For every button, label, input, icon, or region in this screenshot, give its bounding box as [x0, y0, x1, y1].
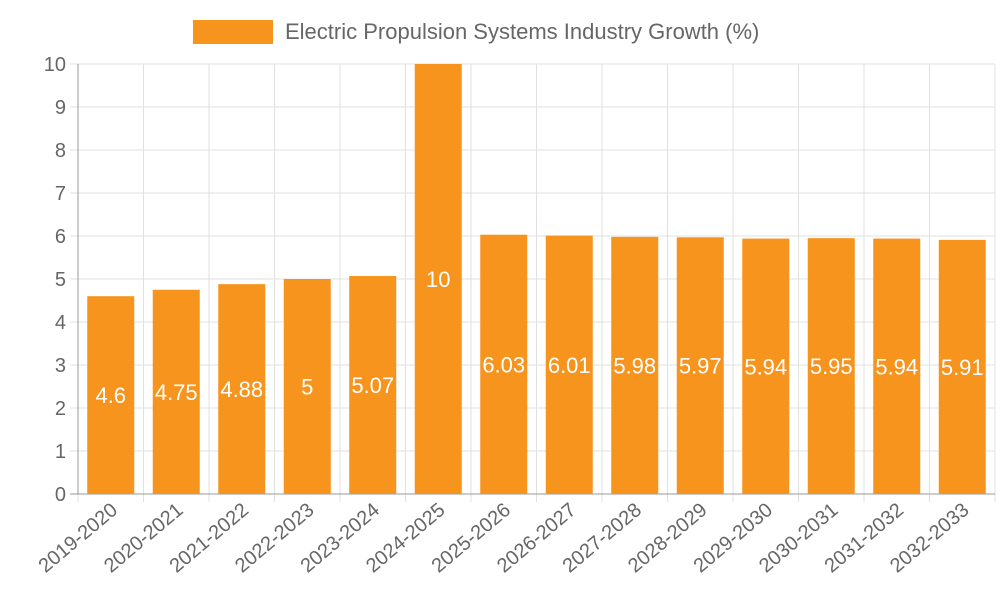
data-label: 4.88 [220, 377, 263, 402]
data-label: 6.03 [482, 352, 525, 377]
bar-2019-2020[interactable] [87, 296, 135, 494]
data-label: 5.91 [941, 355, 984, 380]
data-label: 5 [301, 375, 313, 400]
bar-2025-2026[interactable] [480, 234, 528, 494]
y-tick-label: 0 [55, 484, 66, 506]
data-label: 5.07 [351, 373, 394, 398]
bar-2030-2031[interactable] [807, 238, 855, 494]
data-label: 10 [426, 267, 450, 292]
legend-label[interactable]: Electric Propulsion Systems Industry Gro… [285, 19, 759, 44]
legend[interactable]: Electric Propulsion Systems Industry Gro… [193, 19, 759, 44]
y-tick-label: 2 [55, 398, 66, 420]
data-label: 5.94 [875, 354, 918, 379]
bar-2026-2027[interactable] [545, 235, 593, 494]
grid-lines [70, 63, 996, 502]
data-label: 5.97 [679, 354, 722, 379]
data-label: 5.98 [613, 353, 656, 378]
y-tick-label: 5 [55, 269, 66, 291]
data-label: 5.94 [744, 354, 787, 379]
y-tick-label: 1 [55, 441, 66, 463]
bar-2021-2022[interactable] [218, 284, 266, 494]
bar-2020-2021[interactable] [152, 289, 200, 494]
bars [87, 64, 986, 495]
bar-2027-2028[interactable] [611, 236, 659, 495]
legend-swatch[interactable] [193, 20, 273, 44]
y-tick-label: 9 [55, 97, 66, 119]
y-tick-label: 7 [55, 183, 66, 205]
data-labels: 4.6 4.75 4.88 5 5.07 10 6.03 6.01 5.98 5.97 5.94 5.… [95, 267, 983, 408]
data-label: 4.6 [95, 383, 126, 408]
data-label: 4.75 [155, 380, 198, 405]
bar-2032-2033[interactable] [938, 239, 986, 494]
bar-2022-2023[interactable] [283, 279, 331, 494]
data-label: 6.01 [548, 353, 591, 378]
bar-2028-2029[interactable] [676, 237, 724, 495]
bar-2023-2024[interactable] [349, 275, 397, 494]
bar-2029-2030[interactable] [742, 238, 790, 494]
y-tick-label: 6 [55, 226, 66, 248]
bar-2031-2032[interactable] [873, 238, 921, 494]
y-tick-label: 4 [55, 312, 66, 334]
x-axis-tick-labels: 2019-20202020-20212021-20222022-20232023… [35, 499, 974, 577]
y-tick-label: 3 [55, 355, 66, 377]
y-tick-label: 10 [44, 54, 66, 76]
y-tick-label: 8 [55, 140, 66, 162]
data-label: 5.95 [810, 354, 853, 379]
bar-2024-2025[interactable] [414, 64, 462, 494]
y-axis-tick-labels: 0 1 2 3 4 5 6 7 8 9 10 [44, 54, 66, 506]
